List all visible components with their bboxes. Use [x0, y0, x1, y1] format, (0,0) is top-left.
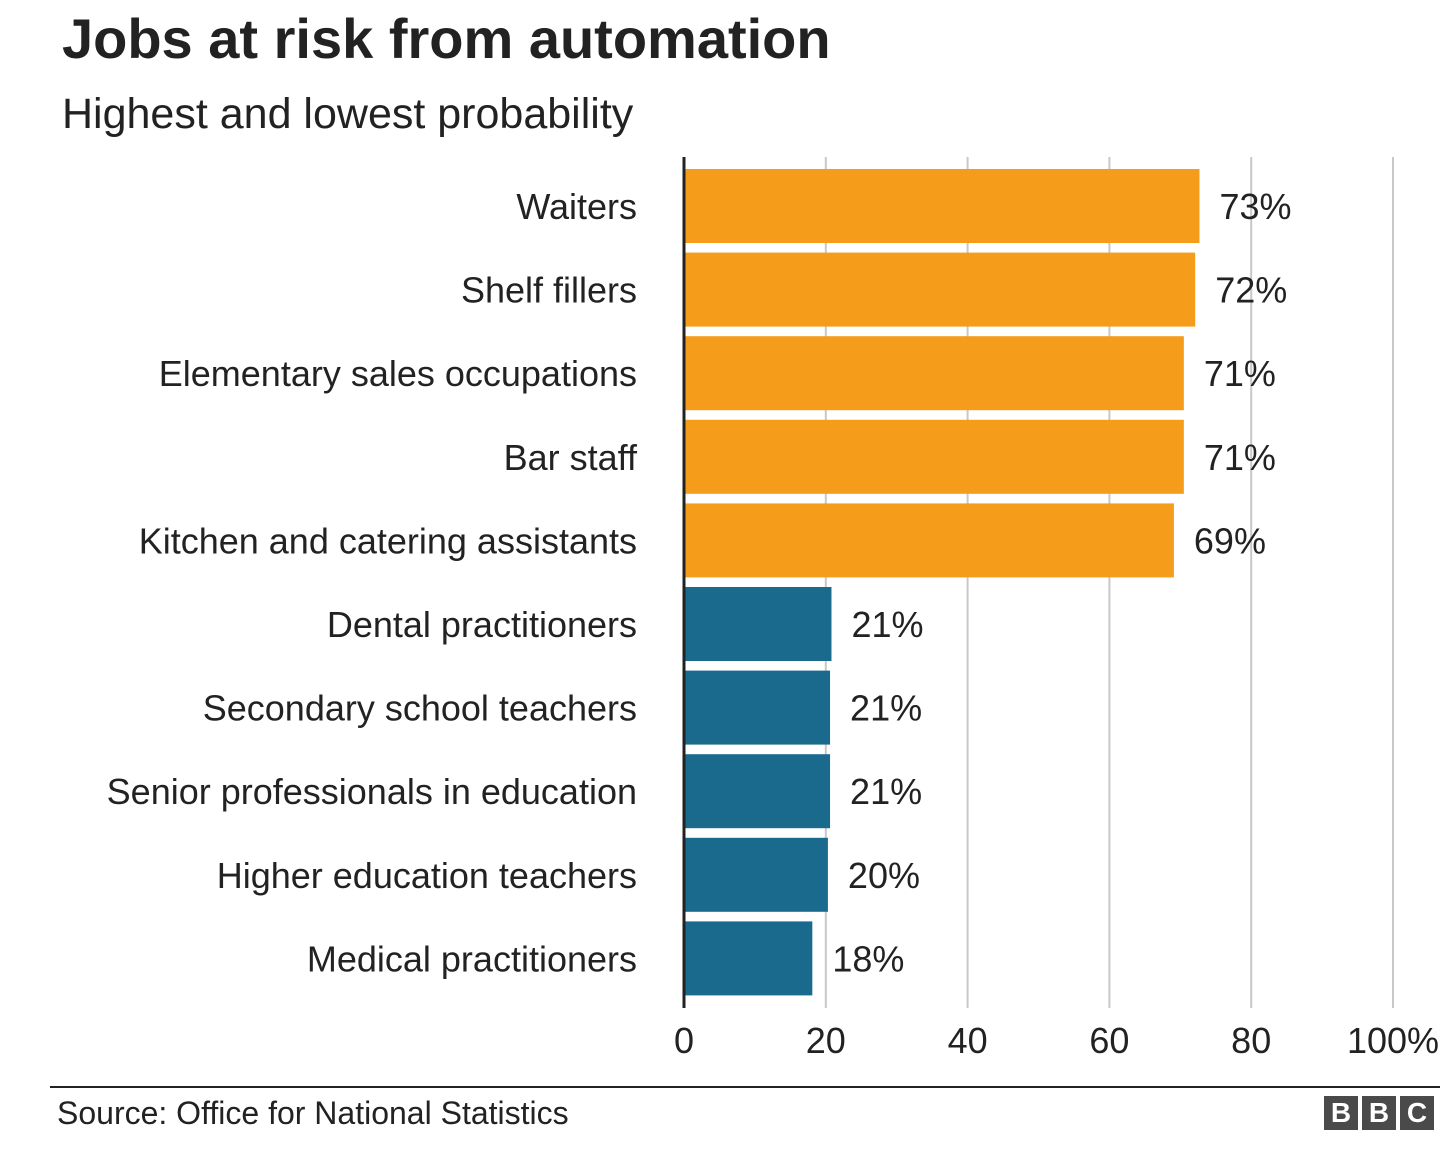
x-tick-label: 100% [1347, 1020, 1439, 1061]
source-note: Source: Office for National Statistics [57, 1095, 569, 1131]
bbc-logo-letter: B [1362, 1096, 1396, 1130]
category-label: Secondary school teachers [203, 688, 637, 729]
x-tick-label: 80 [1231, 1020, 1271, 1061]
bbc-logo-letter: C [1400, 1096, 1434, 1130]
bar [684, 670, 831, 745]
data-label: 21% [850, 771, 922, 812]
footer-divider [50, 1086, 1440, 1088]
category-label: Medical practitioners [307, 938, 637, 979]
x-tick-label: 40 [948, 1020, 988, 1061]
x-tick-label: 0 [674, 1020, 694, 1061]
bar [684, 503, 1174, 578]
bbc-logo: B B C [1324, 1096, 1434, 1130]
data-label: 18% [832, 938, 904, 979]
category-label: Bar staff [504, 437, 638, 478]
data-label: 69% [1194, 520, 1266, 561]
category-label: Senior professionals in education [107, 771, 637, 812]
bar [684, 419, 1184, 494]
x-tick-label: 20 [806, 1020, 846, 1061]
data-label: 21% [851, 604, 923, 645]
category-label: Kitchen and catering assistants [139, 520, 637, 561]
bar [684, 336, 1184, 411]
chart-title: Jobs at risk from automation [62, 7, 831, 70]
bar [684, 921, 813, 996]
bar [684, 754, 831, 829]
category-label: Higher education teachers [217, 855, 637, 896]
data-label: 71% [1204, 437, 1276, 478]
chart-subtitle: Highest and lowest probability [62, 90, 634, 138]
category-label: Elementary sales occupations [159, 353, 637, 394]
category-label: Shelf fillers [461, 270, 637, 311]
data-label: 72% [1215, 270, 1287, 311]
category-label: Waiters [516, 186, 637, 227]
bar [684, 169, 1200, 243]
category-label: Dental practitioners [327, 604, 637, 645]
bar [684, 252, 1196, 327]
bbc-logo-letter: B [1324, 1096, 1358, 1130]
data-label: 21% [850, 688, 922, 729]
data-label: 20% [848, 855, 920, 896]
data-label: 73% [1219, 186, 1291, 227]
bar [684, 837, 828, 912]
x-tick-label: 60 [1089, 1020, 1129, 1061]
bar [684, 587, 832, 661]
data-label: 71% [1204, 353, 1276, 394]
